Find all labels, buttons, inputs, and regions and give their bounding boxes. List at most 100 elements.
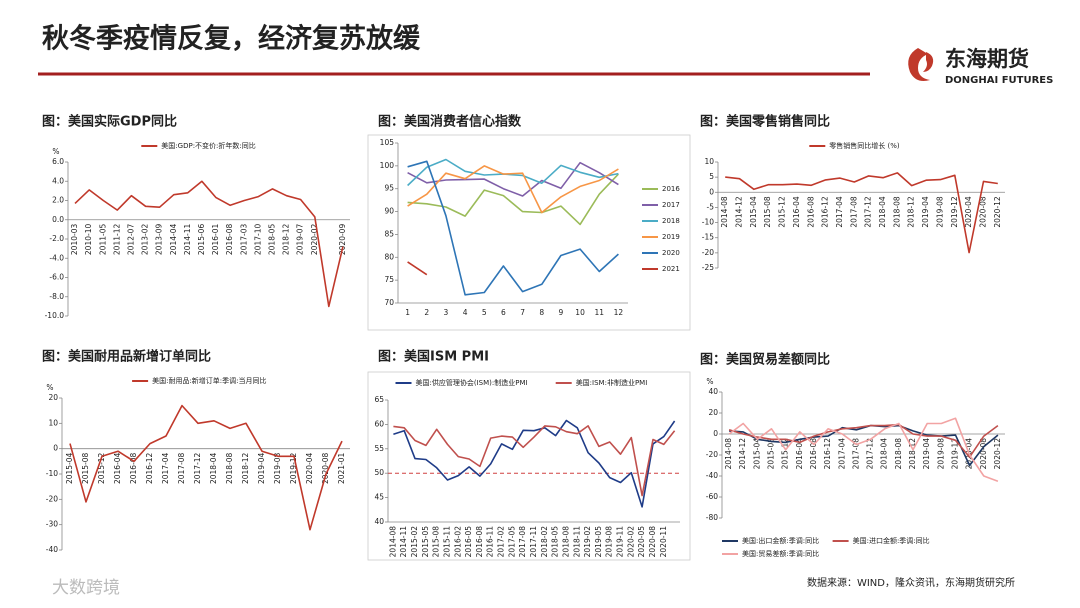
logo-icon — [908, 48, 934, 81]
series-line — [393, 419, 676, 508]
legend-label: 2017 — [662, 201, 680, 209]
series-line — [729, 424, 999, 467]
chart-title: 图：美国消费者信心指数 — [378, 114, 522, 130]
legend-label: 2020 — [662, 249, 680, 257]
y-tick-label: -15 — [702, 233, 714, 242]
x-tick-label: 2014-08 — [388, 526, 397, 558]
legend-label: 美国:耐用品:新增订单:季调:当月同比 — [152, 376, 266, 385]
x-tick-label: 2018-04 — [878, 196, 887, 228]
x-tick-label: 2017-08 — [849, 196, 858, 228]
x-tick-label: 2016-08 — [129, 452, 138, 484]
x-tick-label: 2016-08 — [809, 438, 818, 470]
x-tick-label: 10 — [575, 308, 585, 317]
y-tick-label: 95 — [384, 184, 394, 193]
x-tick-label: 2015-08 — [81, 452, 90, 484]
x-tick-label: 2011-05 — [98, 224, 107, 256]
logo-en: DONGHAI FUTURES — [945, 75, 1053, 86]
y-tick-label: 20 — [708, 408, 718, 417]
x-tick-label: 8 — [539, 308, 544, 317]
legend-label: 2019 — [662, 233, 680, 241]
unit-label: % — [46, 383, 53, 392]
x-tick-label: 7 — [520, 308, 525, 317]
x-tick-label: 2020-08 — [978, 196, 987, 228]
legend-label: 美国:进口金额:季调:同比 — [853, 536, 930, 545]
x-tick-label: 2018-12 — [241, 452, 250, 484]
x-tick-label: 2019-12 — [950, 438, 959, 470]
y-tick-label: -30 — [46, 520, 58, 529]
x-tick-label: 2019-07 — [296, 224, 305, 256]
y-tick-label: -60 — [706, 492, 718, 501]
watermark: 大数跨境 — [52, 578, 120, 598]
x-tick-label: 2016-12 — [821, 196, 830, 228]
x-tick-label: 2015-02 — [410, 526, 419, 558]
y-tick-label: 0.0 — [52, 215, 64, 224]
logo-cn: 东海期货 — [945, 47, 1029, 71]
x-tick-label: 2014-08 — [720, 196, 729, 228]
series-line — [407, 158, 619, 187]
x-tick-label: 2016-12 — [823, 438, 832, 470]
x-tick-label: 3 — [444, 308, 449, 317]
x-tick-label: 2014-12 — [738, 438, 747, 470]
y-tick-label: 70 — [384, 298, 394, 307]
x-tick-label: 2020-05 — [637, 526, 646, 558]
x-tick-label: 2015-04 — [65, 452, 74, 484]
x-tick-label: 2012-07 — [126, 224, 135, 256]
chart-frame — [367, 371, 691, 561]
x-tick-label: 2020-04 — [964, 196, 973, 228]
y-tick-label: -4.0 — [49, 253, 64, 262]
series-line — [725, 172, 998, 254]
x-tick-label: 2014-11 — [399, 526, 408, 558]
x-tick-label: 2014-08 — [724, 438, 733, 470]
x-tick-label: 2017-05 — [507, 526, 516, 558]
x-tick-label: 2020-11 — [659, 526, 668, 558]
x-tick-label: 2018-05 — [551, 526, 560, 558]
series-line — [393, 425, 676, 497]
y-tick-label: -10 — [702, 218, 714, 227]
y-tick-label: 40 — [374, 517, 384, 526]
unit-label: % — [706, 377, 713, 386]
y-tick-label: -2.0 — [49, 234, 64, 243]
y-tick-label: 5 — [709, 172, 714, 181]
x-tick-label: 2019-08 — [936, 438, 945, 470]
x-tick-label: 2014-11 — [183, 224, 192, 256]
slide-title: 秋冬季疫情反复，经济复苏放缓 — [42, 23, 421, 55]
legend-label: 2018 — [662, 217, 680, 225]
y-tick-label: -5 — [707, 202, 715, 211]
x-tick-label: 2018-08 — [561, 526, 570, 558]
x-tick-label: 11 — [594, 308, 604, 317]
y-tick-label: -20 — [46, 494, 58, 503]
x-tick-label: 2017-02 — [497, 526, 506, 558]
series-line — [74, 180, 344, 308]
x-tick-label: 4 — [463, 308, 468, 317]
legend-label: 2016 — [662, 185, 680, 193]
y-tick-label: 65 — [374, 395, 384, 404]
x-tick-label: 2015-06 — [197, 224, 206, 256]
x-tick-label: 2020-02 — [310, 224, 319, 256]
x-tick-label: 2014-12 — [735, 196, 744, 228]
x-tick-label: 2017-12 — [866, 438, 875, 470]
x-tick-label: 2020-08 — [321, 452, 330, 484]
x-tick-label: 12 — [614, 308, 624, 317]
x-tick-label: 2020-09 — [338, 224, 347, 256]
x-tick-label: 2019-02 — [583, 526, 592, 558]
x-tick-label: 2015-11 — [442, 526, 451, 558]
x-tick-label: 2016-08 — [475, 526, 484, 558]
x-tick-label: 2016-04 — [792, 196, 801, 228]
x-tick-label: 2020-12 — [993, 196, 1002, 228]
x-tick-label: 2018-05 — [267, 224, 276, 256]
x-tick-label: 2015-04 — [749, 196, 758, 228]
y-tick-label: 45 — [374, 493, 384, 502]
x-tick-label: 2016-04 — [795, 438, 804, 470]
x-tick-label: 2016-08 — [225, 224, 234, 256]
x-tick-label: 2018-04 — [209, 452, 218, 484]
x-tick-label: 2021-01 — [337, 452, 346, 484]
y-tick-label: -20 — [706, 450, 718, 459]
y-tick-label: -20 — [702, 248, 714, 257]
x-tick-label: 9 — [559, 308, 564, 317]
y-tick-label: 2.0 — [52, 196, 64, 205]
x-tick-label: 2018-04 — [880, 438, 889, 470]
legend-label: 2021 — [662, 265, 680, 273]
legend-label: 美国:供应管理协会(ISM):制造业PMI — [416, 378, 528, 387]
